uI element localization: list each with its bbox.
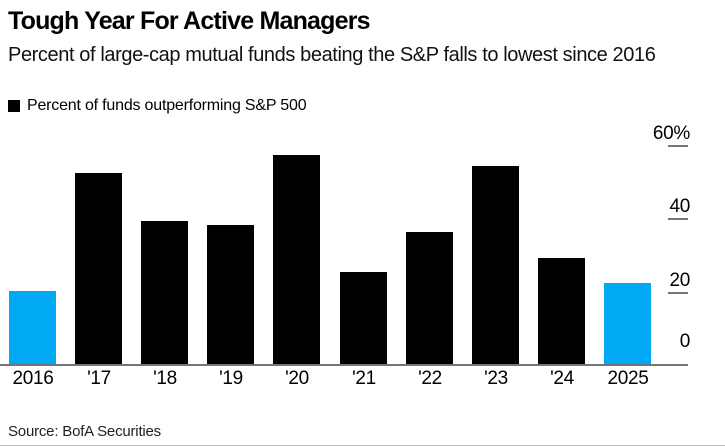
y-tick-label-0: 0: [679, 331, 691, 352]
x-tick-label-21: '21: [352, 368, 376, 389]
bar-20: [273, 155, 320, 364]
bottom-divider: [0, 445, 725, 446]
x-tick-label-22: '22: [418, 368, 442, 389]
x-tick-label-2025: 2025: [607, 368, 649, 389]
chart-subtitle: Percent of large-cap mutual funds beatin…: [8, 44, 656, 66]
y-tick-20: [668, 292, 688, 294]
bar-19: [207, 225, 254, 364]
bar-21: [340, 272, 387, 364]
x-tick-label-2016: 2016: [12, 368, 54, 389]
x-tick-label-20: '20: [285, 368, 309, 389]
x-tick-label-23: '23: [484, 368, 508, 389]
y-tick-40: [668, 218, 688, 220]
legend: Percent of funds outperforming S&P 500: [8, 97, 307, 114]
x-tick-label-19: '19: [219, 368, 243, 389]
source-note: Source: BofA Securities: [8, 423, 161, 440]
y-tick-label-60: 60%: [652, 123, 690, 144]
bar-22: [406, 232, 453, 364]
bar-17: [75, 173, 122, 364]
legend-swatch-icon: [8, 100, 20, 112]
bar-2025: [604, 283, 651, 364]
x-tick-label-17: '17: [87, 368, 111, 389]
y-tick-label-20: 20: [669, 270, 690, 291]
bar-23: [472, 166, 519, 364]
legend-label: Percent of funds outperforming S&P 500: [27, 97, 307, 114]
y-tick-60: [668, 145, 688, 147]
bar-2016: [9, 291, 56, 364]
x-axis-line: [0, 364, 688, 366]
x-tick-label-24: '24: [550, 368, 574, 389]
y-tick-label-40: 40: [669, 196, 690, 217]
bar-24: [538, 258, 585, 364]
chart-title: Tough Year For Active Managers: [8, 7, 371, 35]
x-tick-label-18: '18: [153, 368, 177, 389]
bar-18: [141, 221, 188, 364]
